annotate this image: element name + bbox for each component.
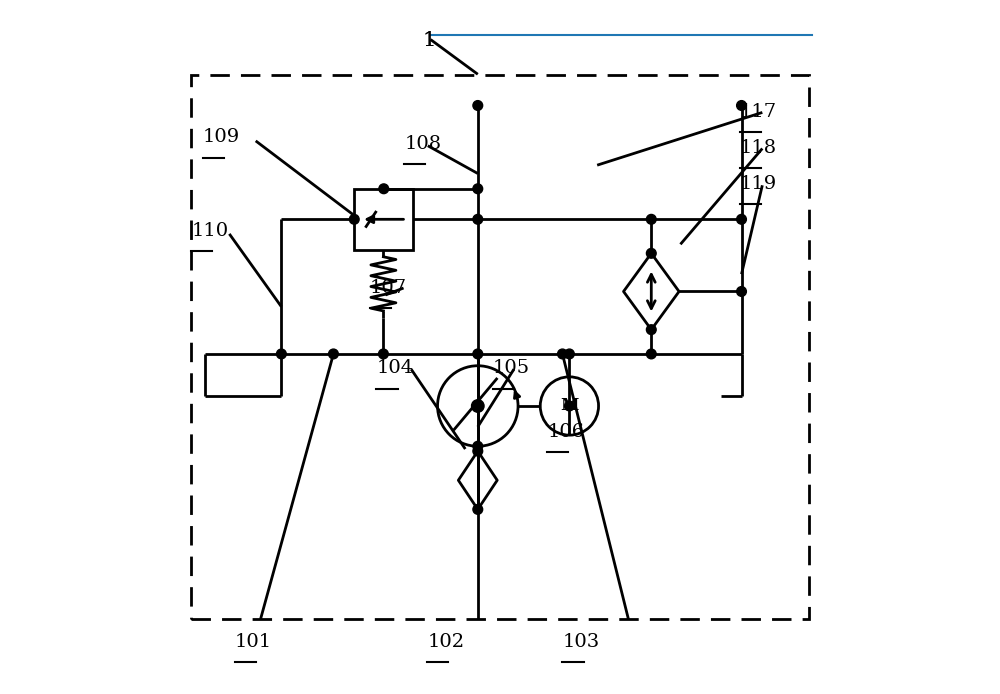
Text: M: M <box>560 398 579 414</box>
Text: 102: 102 <box>427 633 464 651</box>
Circle shape <box>646 325 656 335</box>
Circle shape <box>737 214 746 224</box>
Text: 106: 106 <box>547 423 584 441</box>
Circle shape <box>646 349 656 359</box>
Circle shape <box>473 505 483 514</box>
Circle shape <box>472 400 484 412</box>
Circle shape <box>473 441 483 451</box>
Text: 101: 101 <box>235 633 272 651</box>
Text: 107: 107 <box>370 279 407 297</box>
Circle shape <box>565 401 574 411</box>
Circle shape <box>646 214 656 224</box>
Bar <box>354 189 413 250</box>
Circle shape <box>473 446 483 456</box>
Text: 119: 119 <box>740 175 777 193</box>
Text: 117: 117 <box>740 103 777 121</box>
Text: 1: 1 <box>422 31 436 50</box>
Text: 104: 104 <box>376 359 414 378</box>
Circle shape <box>565 349 574 359</box>
Text: 108: 108 <box>404 135 441 153</box>
Circle shape <box>473 184 483 194</box>
Text: 118: 118 <box>740 139 777 157</box>
Text: 105: 105 <box>493 359 530 378</box>
Circle shape <box>277 349 286 359</box>
Circle shape <box>473 349 483 359</box>
Circle shape <box>558 349 567 359</box>
Text: 103: 103 <box>562 633 600 651</box>
Text: 1: 1 <box>422 31 436 50</box>
Circle shape <box>349 214 359 224</box>
Circle shape <box>379 349 388 359</box>
Text: 109: 109 <box>203 128 240 146</box>
Circle shape <box>646 248 656 258</box>
Circle shape <box>737 287 746 296</box>
Circle shape <box>473 214 483 224</box>
Circle shape <box>737 101 746 110</box>
Circle shape <box>329 349 338 359</box>
Text: 110: 110 <box>191 222 228 240</box>
Circle shape <box>379 184 389 194</box>
Circle shape <box>473 101 483 110</box>
